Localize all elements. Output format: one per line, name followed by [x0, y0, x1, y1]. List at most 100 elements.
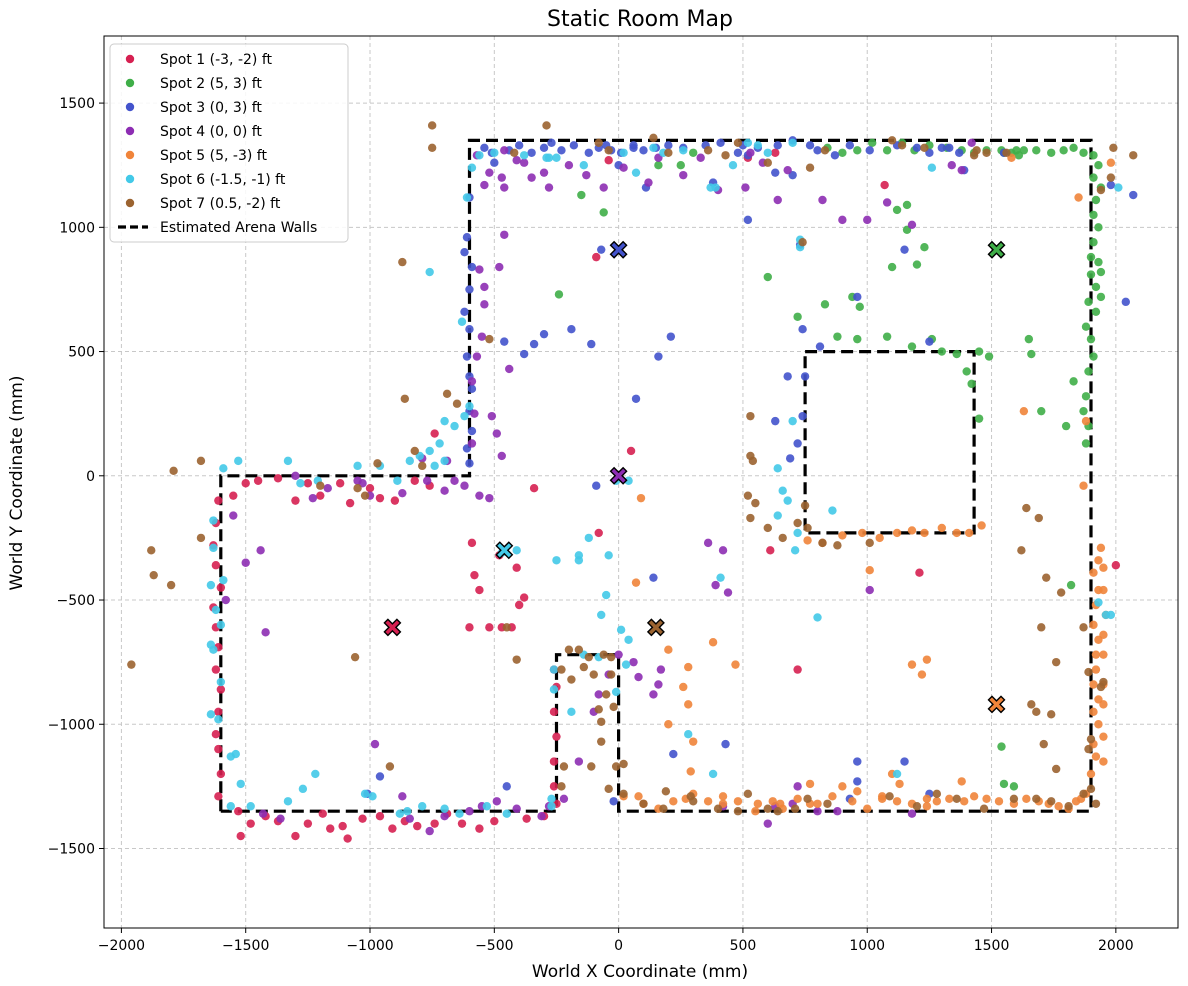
data-point [853, 292, 862, 302]
data-point [679, 146, 688, 155]
data-point [783, 496, 792, 505]
data-point [544, 183, 554, 192]
data-point [552, 732, 561, 741]
data-point [430, 461, 439, 471]
data-point [1089, 568, 1098, 577]
data-point [211, 729, 221, 739]
data-point [915, 568, 924, 577]
data-point [455, 809, 464, 818]
data-point [1069, 143, 1078, 153]
data-point [502, 623, 511, 632]
data-point [234, 807, 243, 816]
data-point [1094, 223, 1103, 232]
data-point [527, 173, 536, 182]
data-point [820, 146, 830, 155]
data-point [291, 496, 300, 505]
data-point [969, 792, 979, 801]
data-point [1086, 769, 1096, 779]
data-point [604, 156, 613, 165]
data-point [559, 762, 569, 771]
legend-label: Spot 7 (0.5, -2) ft [160, 196, 281, 212]
data-point [1099, 732, 1108, 741]
data-point [413, 821, 422, 831]
data-point [214, 715, 223, 724]
x-tick-label: 2000 [1098, 938, 1134, 954]
data-point [1114, 183, 1123, 192]
data-point [214, 792, 223, 801]
data-point [465, 807, 474, 816]
data-point [1061, 421, 1071, 431]
data-point [932, 797, 942, 806]
data-point [773, 807, 782, 816]
data-point [226, 752, 235, 761]
data-point [1091, 665, 1101, 674]
data-point [639, 799, 648, 808]
data-point [559, 794, 569, 803]
data-point [594, 138, 603, 148]
data-point [296, 479, 305, 488]
data-point [880, 180, 889, 190]
data-point [209, 516, 218, 525]
data-point [828, 506, 837, 515]
data-point [1056, 588, 1066, 597]
data-point [1109, 143, 1118, 153]
data-point [875, 533, 884, 543]
data-point [1027, 349, 1036, 359]
data-point [900, 757, 909, 766]
data-point [783, 165, 792, 175]
data-point [718, 792, 728, 801]
data-point [907, 660, 917, 669]
data-point [574, 757, 584, 766]
data-point [597, 610, 606, 620]
data-point [480, 143, 489, 153]
data-point [522, 814, 531, 823]
data-point [216, 769, 226, 779]
data-point [584, 148, 593, 157]
data-point [472, 352, 482, 361]
data-point [892, 528, 902, 538]
data-point [1009, 794, 1019, 803]
data-point [147, 546, 156, 555]
x-tick-label: −1000 [346, 938, 393, 954]
data-point [601, 590, 611, 600]
data-point [1066, 580, 1076, 590]
data-point [619, 789, 628, 799]
legend: Spot 1 (-3, -2) ft Spot 2 (5, 3) ft Spot 3… [109, 43, 349, 243]
data-point [1054, 802, 1063, 811]
y-tick-label: 500 [68, 345, 95, 361]
data-point [303, 819, 313, 828]
data-point [480, 300, 489, 309]
spot-marker [646, 618, 665, 637]
data-point [485, 168, 494, 177]
data-point [567, 707, 576, 717]
data-point [865, 538, 874, 548]
data-point [422, 476, 432, 485]
data-point [937, 347, 947, 356]
data-point [539, 329, 549, 339]
data-point [771, 168, 780, 177]
data-point [1096, 185, 1106, 195]
data-point [922, 794, 932, 803]
data-point [552, 153, 561, 162]
data-point [599, 208, 608, 217]
data-point [547, 138, 556, 148]
data-point [877, 792, 887, 801]
data-point [718, 546, 728, 555]
data-point [554, 290, 564, 299]
data-point [497, 451, 506, 461]
data-point [514, 141, 524, 150]
data-point [723, 588, 733, 597]
data-point [529, 484, 539, 493]
data-point [246, 819, 255, 828]
data-point [214, 707, 223, 717]
data-point [425, 267, 434, 277]
data-point [236, 831, 245, 841]
data-point [959, 797, 969, 806]
data-point [907, 526, 917, 535]
y-axis-title: World Y Coordinate (mm) [7, 376, 27, 591]
data-point [467, 439, 477, 448]
data-point [743, 138, 753, 148]
data-point [487, 411, 497, 421]
data-point [601, 690, 611, 699]
data-point [1081, 416, 1091, 426]
